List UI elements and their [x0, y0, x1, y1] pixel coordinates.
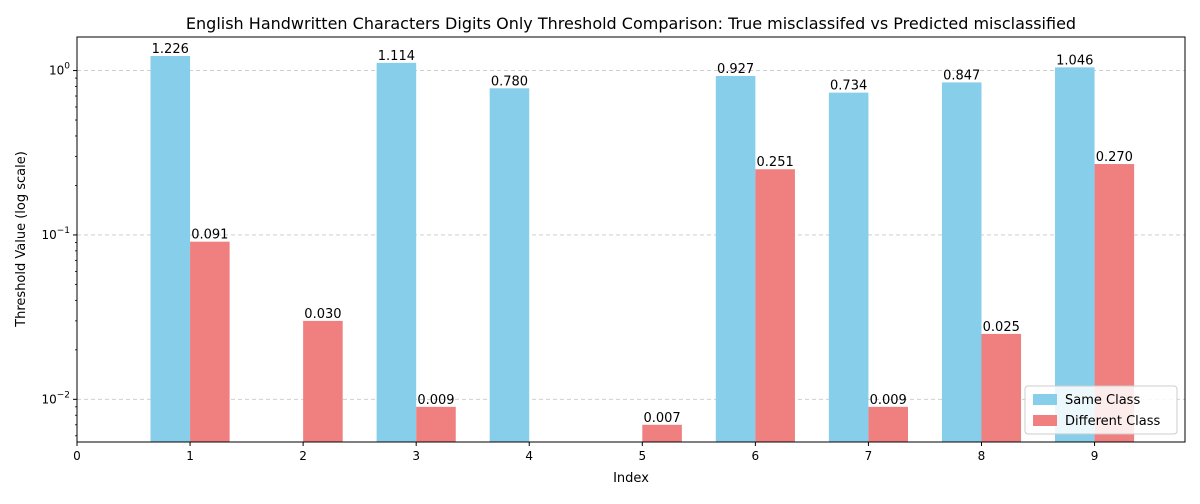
bars	[150, 56, 1135, 443]
x-axis-label: Index	[613, 471, 649, 486]
x-tick-label: 3	[412, 449, 420, 463]
bar-value-label: 1.046	[1056, 53, 1093, 68]
chart-title: English Handwritten Characters Digits On…	[186, 14, 1076, 33]
bar-value-label: 0.091	[191, 228, 228, 243]
y-tick-base: 10	[41, 228, 56, 242]
y-tick-exponent: −2	[57, 390, 70, 400]
bar-same-class	[715, 75, 756, 443]
bar-value-label: 1.226	[152, 42, 189, 57]
legend-swatch	[1033, 394, 1057, 405]
bar-value-label: 0.009	[870, 393, 907, 408]
x-tick-label: 0	[73, 449, 81, 463]
bar-different-class	[416, 406, 456, 442]
x-tick-label: 1	[186, 449, 194, 463]
x-tick-label: 9	[1091, 449, 1099, 463]
bar-different-class	[868, 406, 908, 442]
bar-same-class	[376, 62, 417, 442]
legend-swatch	[1033, 415, 1057, 426]
bar-different-class	[981, 333, 1022, 442]
legend-label: Same Class	[1065, 393, 1140, 408]
bar-value-label: 1.114	[378, 49, 415, 64]
y-tick-label: 10−1	[41, 226, 70, 242]
legend-label: Different Class	[1065, 414, 1161, 429]
bar-value-label: 0.030	[304, 307, 341, 322]
bar-value-label: 0.847	[943, 68, 980, 83]
y-tick-label: 10−2	[41, 390, 70, 406]
bar-same-class	[941, 82, 982, 442]
y-tick-base: 10	[49, 64, 64, 78]
bar-value-label: 0.251	[757, 155, 794, 170]
bar-value-label: 0.927	[717, 62, 754, 77]
y-tick-exponent: −1	[57, 226, 70, 236]
bar-same-class	[828, 92, 869, 442]
x-tick-label: 2	[299, 449, 307, 463]
x-tick-label: 8	[978, 449, 986, 463]
data-labels: 1.226 1.114 0.780 0.927 0.734 0.847 1.046 0.091…	[152, 42, 1133, 426]
bar-value-label: 0.734	[830, 79, 867, 94]
y-tick-base: 10	[41, 392, 56, 406]
x-tick-label: 7	[865, 449, 873, 463]
legend: Same Class Different Class	[1024, 385, 1178, 435]
bar-value-label: 0.025	[983, 320, 1020, 335]
x-axis: 0 1 2 3 4 5 6 7 8 9	[73, 442, 1098, 463]
legend-box	[1024, 385, 1178, 435]
grid-lines	[77, 70, 1185, 400]
x-tick-label: 4	[525, 449, 533, 463]
bar-value-label: 0.007	[643, 411, 680, 426]
bar-value-label: 0.009	[417, 393, 454, 408]
y-axis-label: Threshold Value (log scale)	[14, 151, 29, 328]
bar-different-class	[755, 169, 795, 442]
x-tick-label: 5	[638, 449, 646, 463]
bar-different-class	[303, 320, 343, 442]
y-tick-exponent: 0	[64, 62, 70, 72]
x-tick-label: 6	[752, 449, 760, 463]
plot-frame	[76, 36, 1186, 443]
y-tick-label: 100	[49, 62, 70, 78]
bar-same-class	[1054, 67, 1095, 442]
bar-different-class	[190, 241, 230, 442]
bar-value-label: 0.270	[1096, 150, 1133, 165]
bar-different-class	[642, 424, 682, 442]
bar-same-class	[150, 56, 191, 442]
bar-value-label: 0.780	[491, 74, 528, 89]
bar-same-class	[489, 88, 530, 443]
